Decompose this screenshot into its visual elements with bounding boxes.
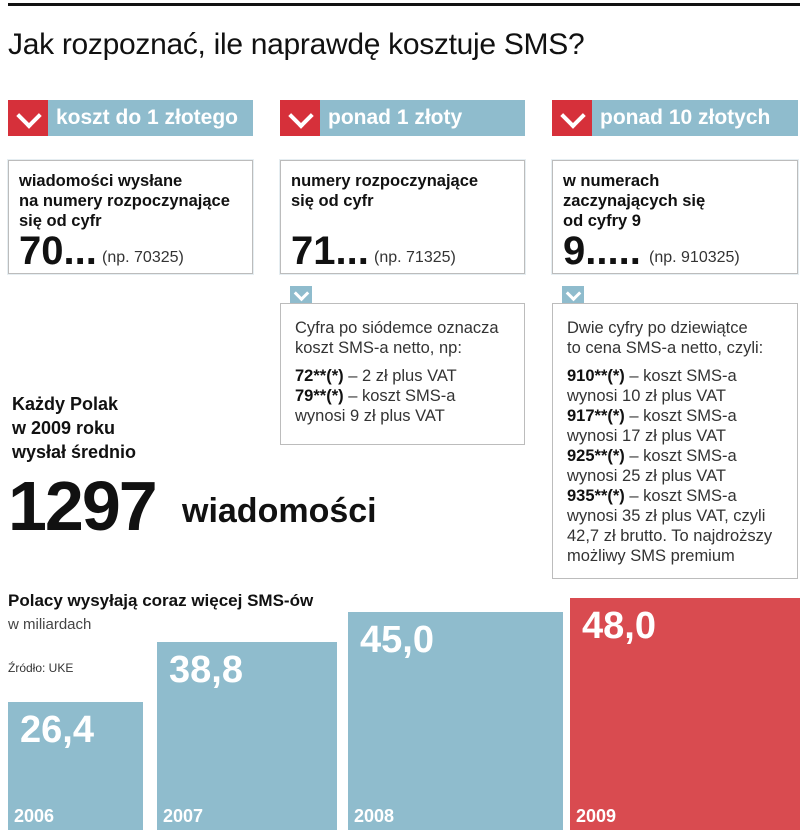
- number-box-71: numery rozpoczynające się od cyfr 71... …: [280, 160, 525, 274]
- bar-category-label: 2007: [163, 806, 203, 826]
- note-item: 935**(*) – koszt SMS-a wynosi 35 zł plus…: [567, 487, 766, 525]
- tab-label: ponad 10 złotych: [600, 106, 771, 129]
- bar-value-label: 26,4: [20, 709, 94, 751]
- tab-cost-over-10zl: ponad 10 złotych: [552, 100, 798, 136]
- chart-source: Źródło: UKE: [8, 661, 74, 675]
- bar-2006: [8, 702, 143, 830]
- tab-cost-under-1zl: koszt do 1 złotego: [8, 100, 253, 136]
- number-box-9: w numerach zaczynających się od cyfry 9 …: [552, 160, 798, 274]
- number-description: w numerach zaczynających się od cyfry 9: [563, 172, 706, 230]
- number-prefix: 70...: [19, 229, 97, 273]
- checkmark-icon: [552, 100, 592, 136]
- note-item: 925**(*) – koszt SMS-a wynosi 25 zł plus…: [567, 447, 737, 485]
- checkmark-icon: [280, 100, 320, 136]
- bar-value-label: 38,8: [169, 649, 243, 691]
- bar-category-label: 2009: [576, 806, 616, 826]
- number-box-70: wiadomości wysłane na numery rozpoczynaj…: [8, 160, 253, 274]
- chevron-down-icon: [562, 286, 584, 308]
- checkmark-icon: [8, 100, 48, 136]
- tab-label: ponad 1 złoty: [328, 106, 463, 129]
- tab-label: koszt do 1 złotego: [56, 106, 239, 129]
- note-intro: Dwie cyfry po dziewiątce to cena SMS-a n…: [567, 319, 764, 357]
- number-example: (np. 71325): [374, 249, 456, 266]
- bar-2007: [157, 642, 337, 830]
- number-prefix: 9.....: [563, 229, 641, 273]
- stat-unit: wiadomości: [182, 492, 377, 530]
- chart-title: Polacy wysyłają coraz więcej SMS-ów: [8, 591, 314, 610]
- note-item: 79**(*) – koszt SMS-a wynosi 9 zł plus V…: [295, 387, 456, 425]
- number-description: wiadomości wysłane na numery rozpoczynaj…: [19, 172, 230, 230]
- page-title: Jak rozpoznać, ile naprawdę kosztuje SMS…: [8, 28, 585, 61]
- note-item: 910**(*) – koszt SMS-a wynosi 10 zł plus…: [567, 367, 737, 405]
- bar-value-label: 45,0: [360, 619, 434, 661]
- bar-2008: [348, 612, 563, 830]
- stat-label: Każdy Polak w 2009 roku wysłał średnio: [12, 394, 137, 462]
- chart-subtitle: w miliardach: [8, 616, 92, 633]
- note-box-9: Dwie cyfry po dziewiątce to cena SMS-a n…: [552, 303, 798, 579]
- number-prefix: 71...: [291, 229, 369, 273]
- bar-category-label: 2006: [14, 806, 54, 826]
- tab-cost-over-1zl: ponad 1 złoty: [280, 100, 525, 136]
- number-example: (np. 910325): [649, 249, 740, 266]
- bar-category-label: 2008: [354, 806, 394, 826]
- note-outro: 42,7 zł brutto. To najdroższy możliwy SM…: [567, 527, 773, 565]
- top-rule: [8, 3, 800, 6]
- note-box-71: Cyfra po siódemce oznacza koszt SMS-a ne…: [280, 303, 525, 445]
- note-item: 917**(*) – koszt SMS-a wynosi 17 zł plus…: [567, 407, 737, 445]
- number-description: numery rozpoczynające się od cyfr: [291, 172, 479, 210]
- note-item: 72**(*) – 2 zł plus VAT: [295, 367, 457, 385]
- number-example: (np. 70325): [102, 249, 184, 266]
- chevron-down-icon: [290, 286, 312, 308]
- note-intro: Cyfra po siódemce oznacza koszt SMS-a ne…: [295, 319, 499, 357]
- bar-2009: [570, 598, 800, 830]
- bar-value-label: 48,0: [582, 605, 656, 647]
- stat-number: 1297: [8, 467, 158, 545]
